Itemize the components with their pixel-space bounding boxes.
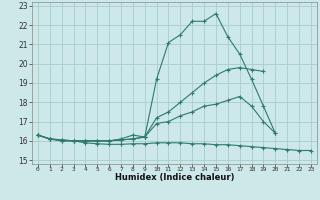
X-axis label: Humidex (Indice chaleur): Humidex (Indice chaleur) bbox=[115, 173, 234, 182]
